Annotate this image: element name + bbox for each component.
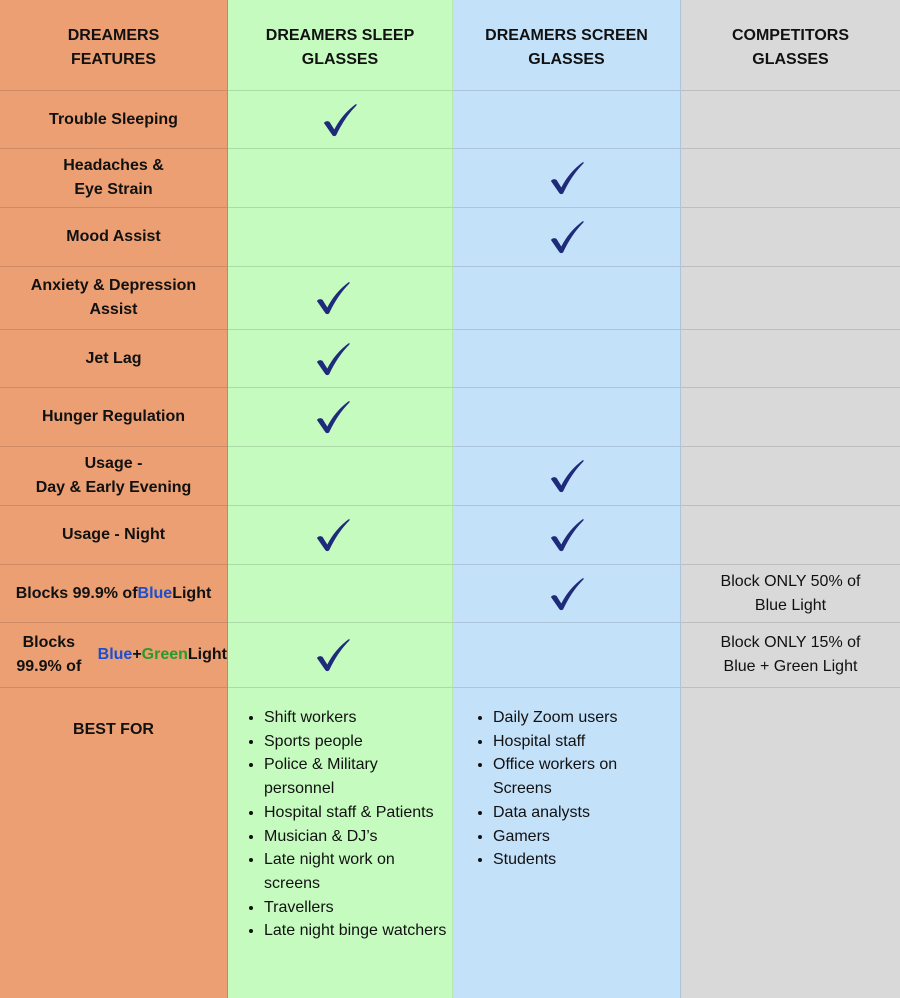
- sleep-cell: [228, 267, 453, 330]
- sleep-cell: [228, 447, 453, 506]
- checkmark-icon: [316, 342, 350, 375]
- screen-cell: [453, 506, 681, 565]
- feature-label: Anxiety & Depression Assist: [0, 267, 228, 330]
- highlight-green: Green: [141, 646, 188, 663]
- sleep-cell: [228, 623, 453, 688]
- sleep-cell: [228, 388, 453, 447]
- competitor-cell: [681, 330, 900, 388]
- list-item: Daily Zoom users: [493, 706, 680, 730]
- header-competitors-glasses: COMPETITORS GLASSES: [681, 0, 900, 91]
- list-item: Data analysts: [493, 801, 680, 825]
- feature-text: Usage - Night: [61, 526, 166, 543]
- sleep-cell: [228, 565, 453, 623]
- list-item: Gamers: [493, 825, 680, 849]
- feature-text: Light: [187, 646, 227, 663]
- list-item: Late night work on screens: [264, 848, 452, 895]
- feature-text: +: [132, 646, 142, 663]
- competitor-cell: [681, 506, 900, 565]
- best-for-label: BEST FOR: [0, 688, 228, 998]
- checkmark-icon: [316, 518, 350, 552]
- best-for-sleep: Shift workersSports peoplePolice & Milit…: [228, 688, 453, 998]
- feature-text: Mood Assist: [66, 228, 161, 245]
- checkmark-icon: [550, 518, 584, 552]
- sleep-cell: [228, 506, 453, 565]
- checkmark-icon: [316, 638, 350, 672]
- competitor-cell: [681, 91, 900, 149]
- feature-text: Hunger Regulation: [41, 408, 186, 425]
- list-item: Office workers on Screens: [493, 753, 680, 800]
- feature-label: Hunger Regulation: [0, 388, 228, 447]
- feature-text: Anxiety & Depression Assist: [30, 277, 197, 318]
- feature-text: Blocks 99.9% of: [15, 584, 138, 602]
- feature-text: Light: [172, 584, 212, 602]
- feature-text: Blocks 99.9% of: [16, 634, 82, 675]
- list-item: Hospital staff & Patients: [264, 801, 452, 825]
- list-item: Musician & DJ’s: [264, 825, 452, 849]
- checkmark-icon: [550, 161, 584, 195]
- feature-text: Headaches & Eye Strain: [63, 157, 164, 198]
- screen-cell: [453, 565, 681, 623]
- feature-label: Headaches & Eye Strain: [0, 149, 228, 208]
- feature-label: Jet Lag: [0, 330, 228, 388]
- list-item: Sports people: [264, 730, 452, 754]
- sleep-cell: [228, 330, 453, 388]
- competitor-cell: [681, 388, 900, 447]
- list-item: Late night binge watchers: [264, 919, 452, 943]
- checkmark-icon: [323, 103, 357, 136]
- screen-cell: [453, 91, 681, 149]
- header-features: DREAMERS FEATURES: [0, 0, 228, 91]
- best-for-text: BEST FOR: [73, 721, 154, 738]
- best-for-competitor: [681, 688, 900, 998]
- competitor-cell: [681, 208, 900, 267]
- screen-cell: [453, 208, 681, 267]
- list-item: Shift workers: [264, 706, 452, 730]
- checkmark-icon: [550, 577, 584, 610]
- header-sleep-glasses: DREAMERS SLEEP GLASSES: [228, 0, 453, 91]
- screen-cell: [453, 447, 681, 506]
- list-item: Hospital staff: [493, 730, 680, 754]
- header-screen-glasses: DREAMERS SCREEN GLASSES: [453, 0, 681, 91]
- best-for-list: Shift workersSports peoplePolice & Milit…: [228, 706, 452, 943]
- feature-label: Usage - Day & Early Evening: [0, 447, 228, 506]
- feature-label: Mood Assist: [0, 208, 228, 267]
- feature-label: Trouble Sleeping: [0, 91, 228, 149]
- checkmark-icon: [550, 220, 584, 254]
- competitor-cell: [681, 267, 900, 330]
- sleep-cell: [228, 91, 453, 149]
- feature-text: Jet Lag: [85, 349, 142, 367]
- highlight-blue: Blue: [97, 646, 133, 663]
- screen-cell: [453, 267, 681, 330]
- screen-cell: [453, 149, 681, 208]
- screen-cell: [453, 623, 681, 688]
- checkmark-icon: [316, 281, 350, 315]
- sleep-cell: [228, 149, 453, 208]
- feature-label: Blocks 99.9% of Blue + Green Light: [0, 623, 228, 688]
- competitor-cell: [681, 447, 900, 506]
- feature-text: Usage - Day & Early Evening: [35, 455, 192, 496]
- feature-label: Blocks 99.9% of Blue Light: [0, 565, 228, 623]
- list-item: Travellers: [264, 896, 452, 920]
- screen-cell: [453, 388, 681, 447]
- competitor-cell: Block ONLY 15% of Blue + Green Light: [681, 623, 900, 688]
- list-item: Police & Military personnel: [264, 753, 452, 800]
- checkmark-icon: [550, 459, 584, 493]
- feature-label: Usage - Night: [0, 506, 228, 565]
- best-for-screen: Daily Zoom usersHospital staffOffice wor…: [453, 688, 681, 998]
- competitor-cell: [681, 149, 900, 208]
- feature-text: Trouble Sleeping: [49, 110, 178, 128]
- checkmark-icon: [316, 400, 350, 434]
- screen-cell: [453, 330, 681, 388]
- competitor-cell: Block ONLY 50% of Blue Light: [681, 565, 900, 623]
- best-for-list: Daily Zoom usersHospital staffOffice wor…: [453, 706, 680, 872]
- list-item: Students: [493, 848, 680, 872]
- sleep-cell: [228, 208, 453, 267]
- highlight-blue: Blue: [137, 584, 173, 602]
